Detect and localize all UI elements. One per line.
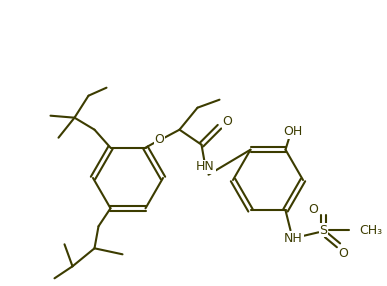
Text: HN: HN [196,160,215,173]
Text: O: O [154,133,164,146]
Text: O: O [308,203,319,216]
Text: S: S [320,224,327,237]
Text: OH: OH [283,125,302,138]
Text: O: O [339,247,348,260]
Text: NH: NH [284,232,303,245]
Text: CH₃: CH₃ [360,224,383,237]
Text: O: O [223,115,232,128]
